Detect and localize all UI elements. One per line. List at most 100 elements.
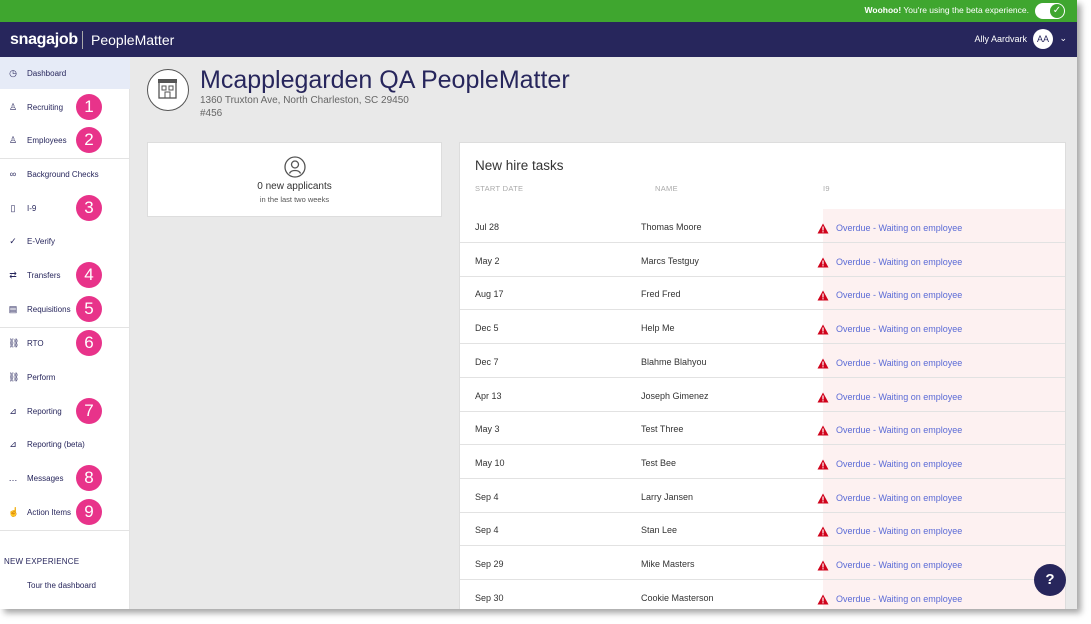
beta-message-strong: Woohoo! — [864, 5, 902, 15]
sidebar-item-messages[interactable]: … Messages — [0, 462, 130, 494]
employee-name-cell: Thomas Moore — [641, 222, 702, 232]
sidebar-item-label: RTO — [27, 339, 44, 348]
callout-number-badge: 1 — [76, 94, 102, 120]
document-icon: ▯ — [10, 203, 16, 213]
sidebar-item-reporting[interactable]: ⊿ Reporting — [0, 395, 130, 427]
column-header-name[interactable]: NAME — [655, 184, 678, 193]
start-date-cell: May 10 — [475, 457, 505, 468]
column-header-i9[interactable]: I9 — [823, 184, 830, 193]
warning-icon — [817, 255, 829, 268]
employee-name-cell: Stan Lee — [641, 525, 678, 536]
table-row[interactable]: May 10 Test Bee Overdue - Waiting on emplo… — [460, 445, 1065, 479]
table-row[interactable]: Sep 4 Larry Jansen Overdue - Waiting on em… — [460, 479, 1065, 513]
chart-icon: ⊿ — [9, 406, 17, 416]
location-address: 1360 Truxton Ave, North Charleston, SC 2… — [200, 95, 409, 106]
sidebar-item-label: Reporting (beta) — [27, 440, 85, 449]
employee-name-cell: Joseph Gimenez — [641, 390, 709, 401]
binoculars-icon: ∞ — [9, 169, 17, 179]
applicants-count: 0 new applicants — [257, 181, 332, 192]
store-icon — [147, 69, 189, 111]
callout-number-badge: 7 — [76, 398, 102, 424]
gauge-icon: ◷ — [9, 68, 17, 78]
i9-status-link[interactable]: Overdue - Waiting on employee — [836, 324, 963, 335]
sidebar-item-perform[interactable]: ⛓ Perform — [0, 361, 130, 393]
brand-divider — [82, 31, 83, 49]
user-name[interactable]: Ally Aardvark — [974, 34, 1027, 44]
sidebar-item-label: Perform — [27, 373, 56, 382]
table-row[interactable]: Dec 5 Help Me Overdue - Waiting on employe… — [460, 310, 1065, 345]
i9-status-link[interactable]: Overdue - Waiting on employee — [836, 526, 963, 537]
help-button[interactable]: ? — [1034, 564, 1066, 596]
people-icon: ♙ — [8, 135, 18, 145]
beta-banner: Woohoo! You're using the beta experience… — [0, 0, 1077, 22]
table-row[interactable]: May 3 Test Three Overdue - Waiting on empl… — [460, 411, 1065, 446]
sidebar-item-employees[interactable]: ♙ Employees — [0, 124, 130, 156]
start-date-cell: Sep 30 — [475, 592, 504, 603]
warning-icon — [817, 524, 829, 537]
product-name: PeopleMatter — [91, 32, 175, 48]
sidebar: ◷ Dashboard ♙ Recruiting 1 ♙ Employees 2 ∞ Backgr… — [0, 57, 130, 609]
warning-icon — [817, 491, 829, 504]
sidebar-item-label: Messages — [27, 474, 64, 483]
i9-status-link[interactable]: Overdue - Waiting on employee — [836, 593, 963, 604]
sidebar-divider — [0, 530, 130, 531]
table-row[interactable]: Jul 28 Thomas Moore Overdue - Waiting on e… — [460, 209, 1065, 243]
table-row[interactable]: Dec 7 Blahme Blahyou Overdue - Waiting on … — [460, 344, 1065, 378]
transfer-icon: ⇄ — [9, 270, 17, 280]
sidebar-item-label: I-9 — [27, 204, 37, 213]
table-row[interactable]: Aug 17 Fred Fred Overdue - Waiting on empl… — [460, 276, 1065, 311]
chevron-down-icon[interactable]: ⌄ — [1059, 33, 1067, 43]
callout-number-badge: 8 — [76, 465, 102, 491]
check-circle-icon: ✓ — [9, 236, 17, 246]
check-icon: ✓ — [1050, 4, 1064, 18]
applicants-card[interactable]: 0 new applicants in the last two weeks — [147, 142, 442, 217]
callout-number-badge: 5 — [76, 296, 102, 322]
warning-icon — [817, 558, 829, 571]
brand-logo[interactable]: snagajob — [10, 31, 78, 48]
i9-status-link[interactable]: Overdue - Waiting on employee — [836, 425, 963, 436]
i9-status-link[interactable]: Overdue - Waiting on employee — [836, 223, 963, 233]
employee-name-cell: Larry Jansen — [641, 491, 694, 502]
start-date-cell: Sep 4 — [475, 491, 499, 502]
sidebar-item-label: E-Verify — [27, 237, 56, 246]
sidebar-item-dashboard[interactable]: ◷ Dashboard — [0, 57, 130, 89]
location-number: #456 — [200, 108, 223, 119]
i9-status-link[interactable]: Overdue - Waiting on employee — [836, 256, 963, 267]
column-header-start-date[interactable]: START DATE — [475, 184, 524, 193]
table-row[interactable]: May 2 Marcs Testguy Overdue - Waiting on e… — [460, 243, 1065, 277]
sidebar-item-label: Background Checks — [27, 170, 99, 179]
warning-icon — [817, 288, 829, 301]
sidebar-item-label: Action Items — [27, 508, 72, 517]
i9-status-link[interactable]: Overdue - Waiting on employee — [836, 560, 963, 570]
tour-dashboard-link[interactable]: Tour the dashboard — [27, 581, 96, 590]
employee-name-cell: Cookie Masterson — [641, 592, 714, 603]
start-date-cell: Aug 17 — [475, 289, 504, 300]
i9-status-link[interactable]: Overdue - Waiting on employee — [836, 458, 963, 469]
sidebar-item-requisitions[interactable]: ▤ Requisitions — [0, 293, 130, 325]
table-row[interactable]: Sep 4 Stan Lee Overdue - Waiting on employ… — [460, 512, 1065, 547]
sidebar-item-label: Requisitions — [27, 305, 71, 314]
table-row[interactable]: Sep 30 Cookie Masterson Overdue - Waiting … — [460, 580, 1065, 609]
app-window: Woohoo! You're using the beta experience… — [0, 0, 1077, 609]
i9-status-link[interactable]: Overdue - Waiting on employee — [836, 492, 963, 503]
i9-status-link[interactable]: Overdue - Waiting on employee — [836, 290, 963, 301]
i9-status-link[interactable]: Overdue - Waiting on employee — [836, 357, 963, 368]
card-title: New hire tasks — [475, 158, 564, 173]
beta-toggle[interactable]: ✓ — [1035, 3, 1065, 19]
sidebar-item-recruiting[interactable]: ♙ Recruiting — [0, 91, 130, 123]
sidebar-item-label: Transfers — [27, 271, 61, 280]
avatar[interactable]: AA — [1033, 29, 1053, 49]
sidebar-item-background-checks[interactable]: ∞ Background Checks — [0, 158, 130, 190]
sidebar-item-i-9[interactable]: ▯ I-9 — [0, 192, 130, 224]
top-navbar: snagajob PeopleMatter Ally Aardvark AA ⌄ — [0, 22, 1077, 57]
new-hire-tasks-card: New hire tasks START DATE NAME I9 Jul 28… — [459, 142, 1066, 609]
sidebar-item-rto[interactable]: ⛓ RTO — [0, 327, 130, 359]
table-row[interactable]: Apr 13 Joseph Gimenez Overdue - Waiting on… — [460, 378, 1065, 412]
sidebar-item-e-verify[interactable]: ✓ E-Verify — [0, 225, 130, 257]
callout-number-badge: 4 — [76, 262, 102, 288]
i9-status-link[interactable]: Overdue - Waiting on employee — [836, 391, 963, 402]
sidebar-item-reporting-beta[interactable]: ⊿ Reporting (beta) — [0, 428, 130, 460]
table-row[interactable]: Sep 29 Mike Masters Overdue - Waiting on e… — [460, 546, 1065, 580]
sidebar-item-transfers[interactable]: ⇄ Transfers — [0, 259, 130, 291]
sidebar-item-action-items[interactable]: ☝ Action Items — [0, 496, 130, 528]
